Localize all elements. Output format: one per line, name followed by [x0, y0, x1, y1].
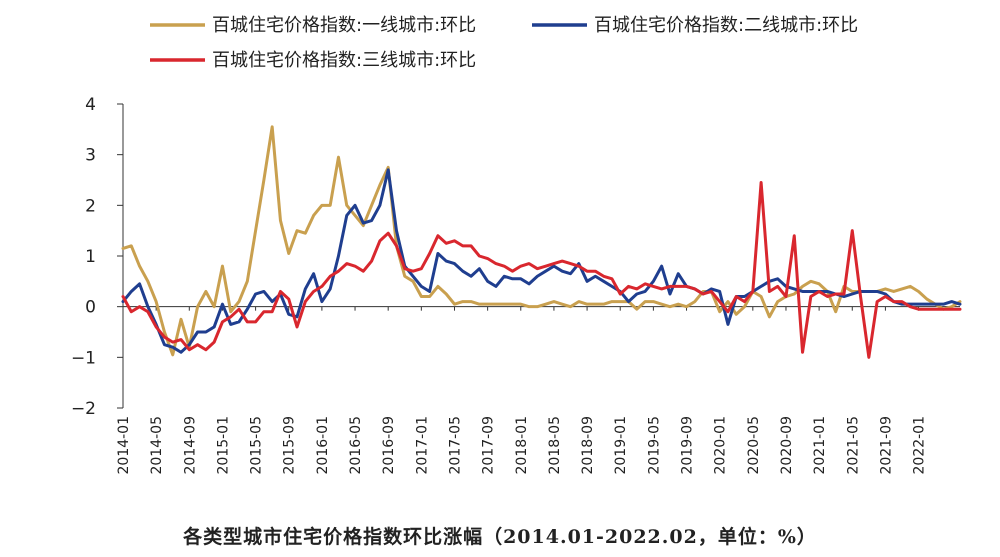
y-tick-label: −1 — [71, 348, 96, 368]
x-tick-label: 2014-09 — [182, 416, 198, 475]
legend-label-1: 百城住宅价格指数:一线城市:环比 — [212, 15, 476, 36]
legend-label-2: 百城住宅价格指数:二线城市:环比 — [594, 15, 858, 36]
x-tick-label: 2020-05 — [746, 416, 762, 475]
x-tick-label: 2017-05 — [447, 416, 463, 475]
x-tick-label: 2020-01 — [713, 416, 729, 475]
x-tick-label: 2016-09 — [381, 416, 397, 475]
x-axis: 2014-01 2014-05 2014-09 2015-01 2015-05 2015-… — [116, 306, 960, 475]
series-layer — [121, 125, 962, 359]
y-axis: 4 3 2 1 0 −1 −2 — [71, 95, 124, 419]
y-tick-label: 2 — [85, 196, 96, 216]
legend: 百城住宅价格指数:一线城市:环比 百城住宅价格指数:二线城市:环比百城住宅价格指数… — [150, 15, 858, 71]
y-tick-label: 0 — [85, 298, 96, 318]
series-line-2 — [121, 168, 962, 354]
x-tick-label: 2016-01 — [315, 416, 331, 475]
x-tick-label: 2020-09 — [779, 416, 795, 475]
x-tick-label: 2019-05 — [646, 416, 662, 475]
y-tick-label: 4 — [85, 95, 96, 115]
x-tick-label: 2018-05 — [547, 416, 563, 475]
x-tick-label: 2015-09 — [282, 416, 298, 475]
x-tick-label: 2022-01 — [912, 416, 928, 475]
x-tick-label: 2014-05 — [149, 416, 165, 475]
x-tick-label: 2015-05 — [249, 416, 265, 475]
legend-label-3: 百城住宅价格指数:三线城市:环比 — [212, 50, 476, 71]
chart-caption: 各类型城市住宅价格指数环比涨幅（2014.01-2022.02，单位：%） — [183, 526, 817, 548]
x-tick-label: 2015-01 — [215, 416, 231, 475]
x-tick-label: 2019-01 — [613, 416, 629, 475]
series-line-1 — [121, 125, 962, 357]
y-tick-label: 1 — [85, 247, 96, 267]
x-tick-label: 2018-09 — [580, 416, 596, 475]
y-tick-label: −2 — [71, 399, 96, 419]
x-tick-label: 2021-05 — [845, 416, 861, 475]
x-tick-label: 2014-01 — [116, 416, 132, 475]
x-tick-label: 2017-09 — [481, 416, 497, 475]
x-tick-label: 2016-05 — [348, 416, 364, 475]
x-tick-label: 2021-01 — [812, 416, 828, 475]
series-line-3 — [121, 181, 962, 359]
x-tick-label: 2021-09 — [878, 416, 894, 475]
x-tick-label: 2017-01 — [414, 416, 430, 475]
x-tick-label: 2018-01 — [514, 416, 530, 475]
y-tick-label: 3 — [85, 146, 96, 166]
x-tick-label: 2019-09 — [680, 416, 696, 475]
